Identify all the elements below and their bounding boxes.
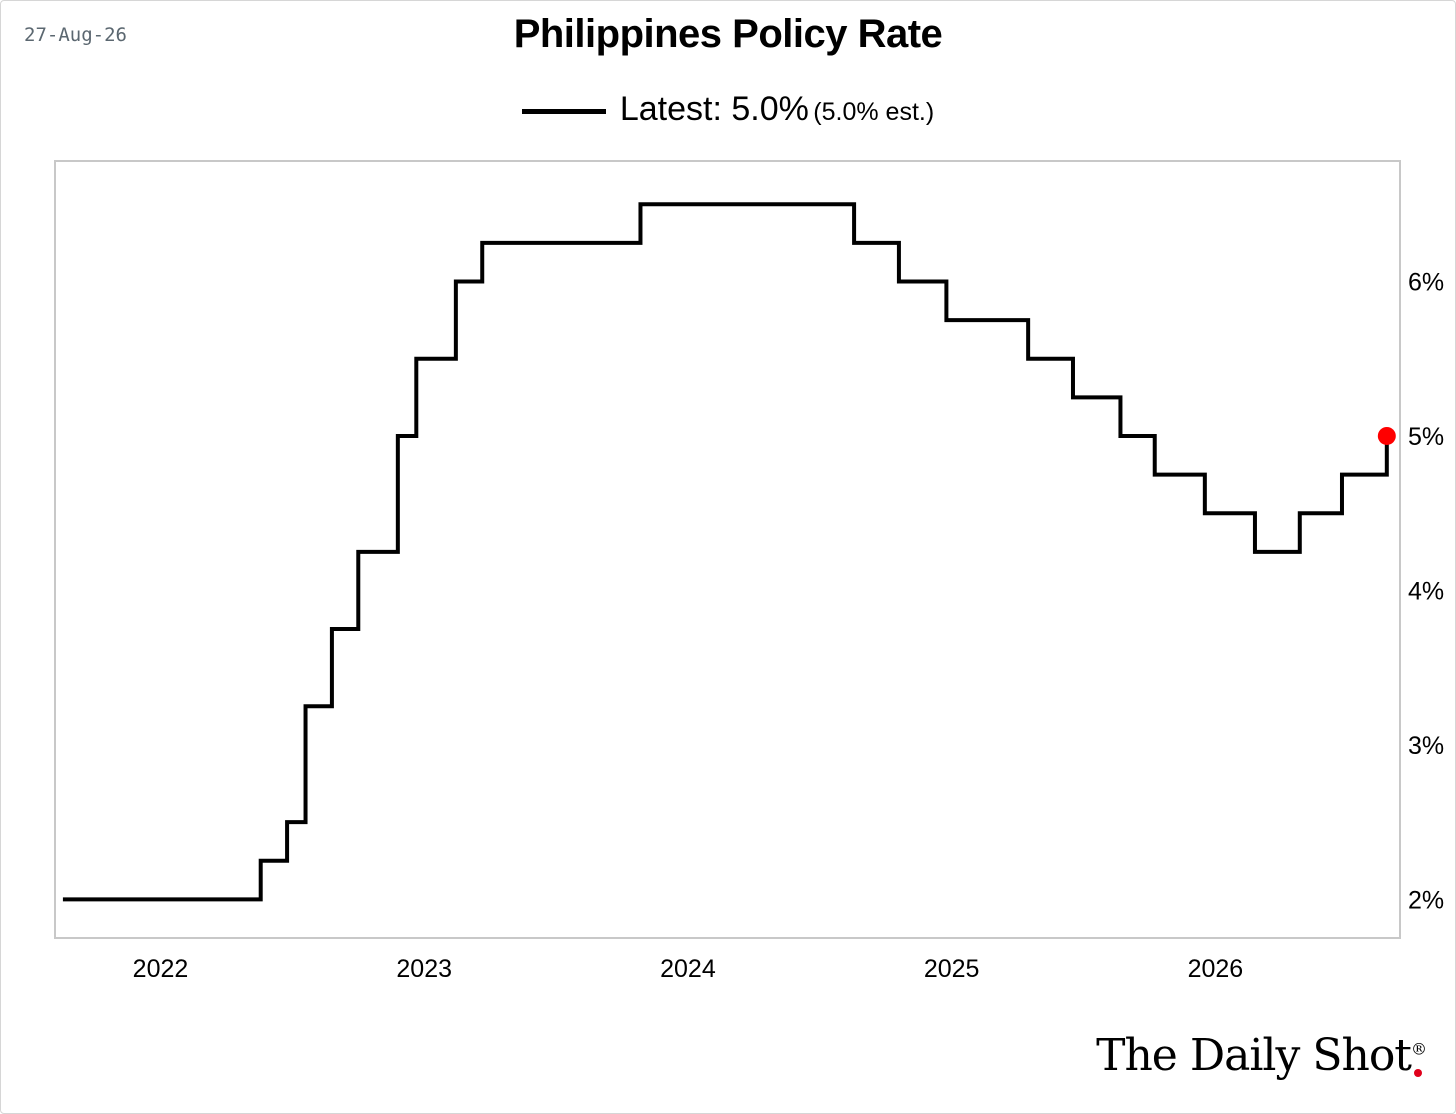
x-tick-label: 2024 <box>660 955 716 983</box>
x-tick-label: 2022 <box>133 955 189 983</box>
x-tick-label: 2025 <box>924 955 980 983</box>
logo-text: The Daily Shot <box>1096 1030 1412 1081</box>
x-axis: 2022 2023 2024 2025 2026 <box>133 955 1244 983</box>
legend-label: Latest: 5.0% <box>619 90 809 128</box>
legend-note: (5.0% est.) <box>813 98 935 126</box>
series-line <box>62 202 1389 902</box>
logo-red-dot <box>1414 1069 1422 1077</box>
logo-registered-mark: ® <box>1411 1039 1427 1059</box>
y-tick-label: 4% <box>1408 577 1444 605</box>
x-tick-label: 2023 <box>396 955 452 983</box>
latest-point-marker <box>1377 426 1396 445</box>
y-tick-label: 5% <box>1408 423 1444 451</box>
y-tick-label: 6% <box>1408 268 1444 296</box>
chart-date: 27-Aug-26 <box>24 24 127 46</box>
y-tick-label: 2% <box>1408 886 1444 914</box>
y-tick-label: 3% <box>1408 732 1444 760</box>
legend-line-swatch <box>521 109 606 115</box>
plot-area-border <box>54 160 1401 939</box>
y-axis: 2% 3% 4% 5% 6% <box>1408 268 1444 914</box>
legend: Latest: 5.0% (5.0% est.) <box>0 90 1456 129</box>
chart-title: Philippines Policy Rate <box>513 12 943 56</box>
daily-shot-logo: The Daily Shot® <box>1096 1030 1427 1081</box>
x-tick-label: 2026 <box>1188 955 1244 983</box>
